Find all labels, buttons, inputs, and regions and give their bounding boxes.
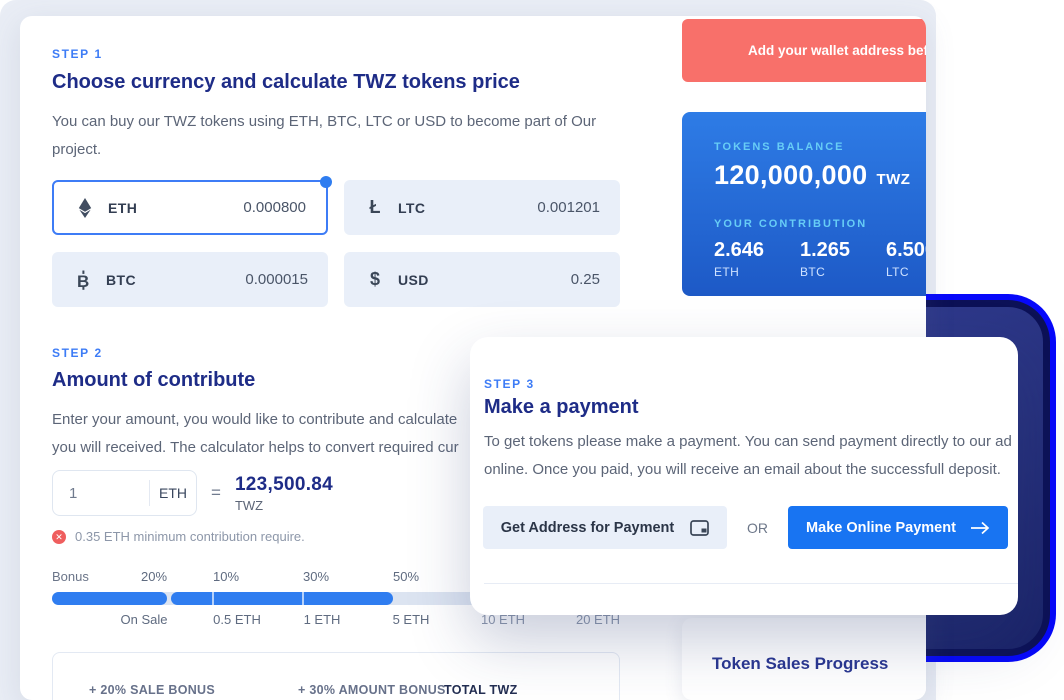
bonus-percent: 30% (302, 569, 330, 584)
step2-description-line2: you will received. The calculator helps … (52, 439, 459, 456)
bonus-percent: 10% (212, 569, 240, 584)
scale-label: On Sale (120, 612, 168, 627)
modal-divider (484, 583, 1018, 584)
litecoin-icon: Ł (369, 197, 381, 217)
get-address-button-label: Get Address for Payment (500, 519, 675, 536)
arrow-right-icon (970, 521, 990, 535)
scale-label: 0.5 ETH (213, 612, 261, 627)
input-divider (149, 480, 150, 506)
tokens-balance-value: 120,000,000 (714, 160, 868, 190)
contribution-unit: LTC (886, 265, 909, 279)
minimum-contribution-error: ✕ 0.35 ETH minimum contribution require. (52, 529, 305, 544)
bonus-summary-box: + 20% SALE BONUS + 30% AMOUNT BONUS TOTA… (52, 652, 620, 700)
wallet-alert-text: Add your wallet address before bu (748, 43, 926, 58)
step2-title: Amount of contribute (52, 369, 256, 391)
or-separator: OR (747, 519, 768, 536)
contribution-row: 2.646 ETH 1.265 BTC 6.500 LTC (714, 239, 926, 279)
svg-text:B: B (77, 272, 89, 290)
tokens-balance-row: 120,000,000 TWZ (714, 160, 926, 191)
currency-code: BTC (106, 271, 136, 288)
contribution-unit: ETH (714, 265, 740, 279)
token-sales-progress-card: Token Sales Progress (682, 618, 926, 700)
scale-label: 10 ETH (480, 612, 526, 627)
selected-indicator-dot (320, 176, 332, 188)
amount-bonus-label: + 30% AMOUNT BONUS (298, 683, 446, 697)
make-online-payment-button[interactable]: Make Online Payment (788, 506, 1008, 549)
amount-input[interactable]: 1 ETH (52, 470, 197, 516)
bonus-percent: 20% (140, 569, 168, 584)
bonus-bar-filled-segment (52, 592, 167, 605)
step2-description-line1: Enter your amount, you would like to con… (52, 411, 458, 428)
step3-modal: STEP 3 Make a payment To get tokens plea… (470, 337, 1018, 615)
step1-title: Choose currency and calculate TWZ tokens… (52, 71, 520, 93)
error-icon: ✕ (52, 529, 66, 544)
amount-currency-label: ETH (159, 485, 187, 501)
bar-tick (212, 592, 214, 605)
currency-tile-eth[interactable]: ETH 0.000800 (52, 176, 332, 235)
converted-currency-label: TWZ (234, 497, 264, 513)
scale-label: 5 ETH (392, 612, 430, 627)
currency-tile-btc[interactable]: B BTC 0.000015 (52, 252, 328, 307)
contribution-value: 1.265 (800, 239, 851, 261)
wallet-alert-banner[interactable]: Add your wallet address before bu (682, 19, 926, 82)
dollar-icon: $ (369, 269, 380, 289)
contribution-ltc: 6.500 LTC (886, 239, 926, 279)
equals-sign: = (211, 483, 221, 502)
step3-description-line2: online. Once you paid, you will receive … (484, 461, 1001, 478)
converted-value: 123,500.84 (234, 473, 334, 495)
currency-code: ETH (108, 199, 138, 216)
currency-rate: 0.001201 (537, 199, 600, 216)
step3-title: Make a payment (484, 396, 639, 418)
error-text: 0.35 ETH minimum contribution require. (75, 529, 305, 544)
currency-code: USD (398, 271, 429, 288)
payment-buttons-row: Get Address for Payment OR Make Online P… (483, 506, 1008, 549)
bitcoin-icon: B (72, 270, 94, 290)
step2-label: STEP 2 (52, 346, 103, 360)
step3-description: To get tokens please make a payment. You… (484, 428, 1018, 484)
converted-amount: 123,500.84 TWZ (235, 474, 333, 513)
sale-bonus-label: + 20% SALE BONUS (89, 683, 216, 697)
tokens-balance-unit: TWZ (876, 171, 911, 188)
contribution-eth: 2.646 ETH (714, 239, 800, 279)
get-address-button[interactable]: Get Address for Payment (483, 506, 727, 549)
currency-tile-ltc[interactable]: Ł LTC 0.001201 (344, 180, 620, 235)
contribution-btc: 1.265 BTC (800, 239, 886, 279)
scale-label: 1 ETH (303, 612, 341, 627)
contribution-value: 2.646 (714, 239, 765, 261)
currency-rate: 0.000800 (243, 199, 306, 216)
bonus-label: Bonus (52, 569, 89, 584)
scale-label: 20 ETH (575, 612, 621, 627)
wallet-icon (690, 519, 710, 536)
bonus-bar-filled-segment (171, 592, 393, 605)
currency-rate: 0.25 (570, 271, 600, 288)
your-contribution-label: YOUR CONTRIBUTION (714, 218, 868, 230)
step3-description-line1: To get tokens please make a payment. You… (484, 433, 1012, 450)
contribution-value: 6.500 (886, 239, 926, 261)
make-online-payment-label: Make Online Payment (806, 519, 956, 536)
currency-rate: 0.000015 (245, 271, 308, 288)
step2-description: Enter your amount, you would like to con… (52, 406, 652, 462)
tokens-balance-label: TOKENS BALANCE (714, 141, 845, 153)
ethereum-icon (74, 197, 96, 218)
currency-code: LTC (398, 199, 426, 216)
step1-description: You can buy our TWZ tokens using ETH, BT… (52, 113, 597, 158)
contribution-unit: BTC (800, 265, 826, 279)
step1-label: STEP 1 (52, 47, 103, 61)
bar-tick (302, 592, 304, 605)
currency-tile-usd[interactable]: $ USD 0.25 (344, 252, 620, 307)
step3-label: STEP 3 (484, 377, 535, 391)
amount-value[interactable]: 1 (69, 484, 78, 502)
tokens-balance-card: TOKENS BALANCE 120,000,000 TWZ YOUR CONT… (682, 112, 926, 296)
bonus-percent: 50% (392, 569, 420, 584)
amount-row: 1 ETH = 123,500.84 TWZ (52, 470, 333, 516)
token-sales-progress-title: Token Sales Progress (712, 654, 889, 673)
total-twz-label: TOTAL TWZ (444, 683, 518, 697)
